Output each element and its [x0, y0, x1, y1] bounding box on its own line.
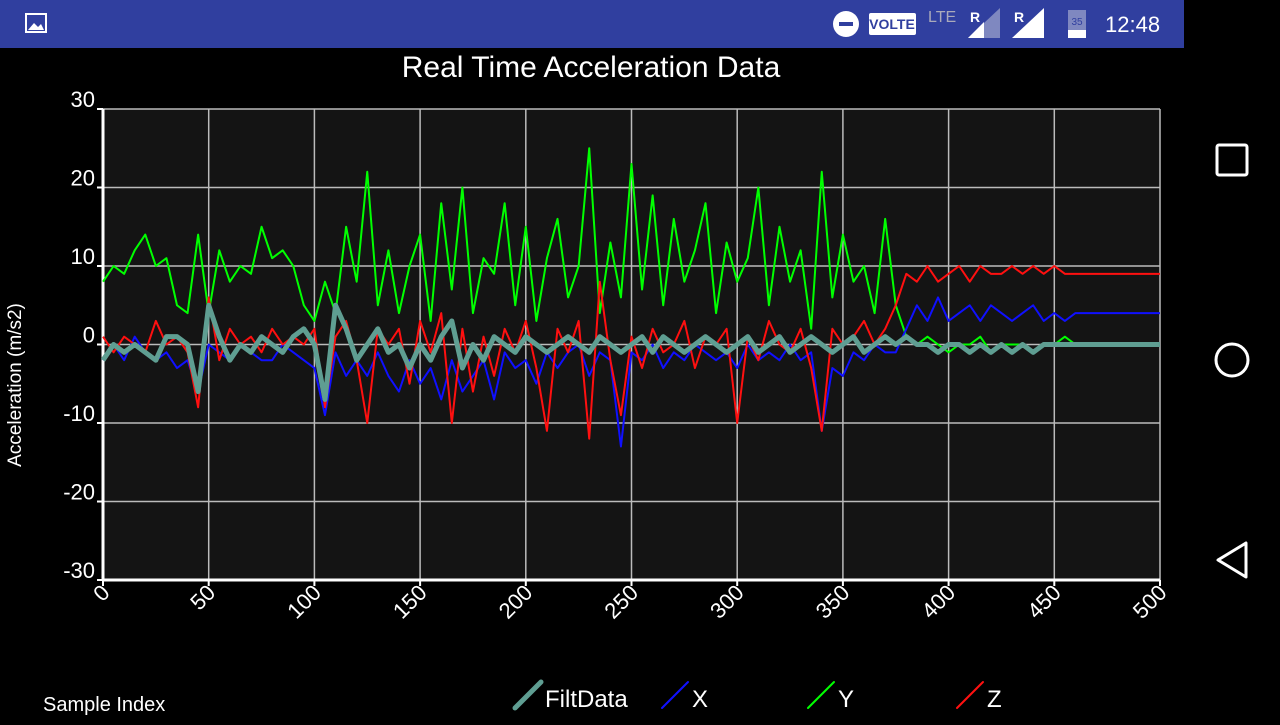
volte-box — [869, 13, 916, 35]
x-tick-label: 400 — [916, 580, 960, 624]
x-tick-label: 350 — [811, 580, 855, 624]
back-button[interactable] — [1216, 541, 1248, 579]
clock: 12:48 — [1105, 12, 1160, 37]
y-tick-label: -30 — [63, 558, 95, 583]
y-tick-label: 10 — [71, 244, 95, 269]
battery-fill — [1068, 30, 1086, 38]
dnd-bar — [839, 22, 853, 26]
y-tick-label: 20 — [71, 166, 95, 191]
x-tick-label: 100 — [282, 580, 326, 624]
volte: VOLTE — [869, 16, 915, 32]
series-line — [102, 265, 1160, 440]
series-line — [102, 147, 1160, 354]
signal-1-fill — [968, 22, 984, 38]
x-axis-label: Sample Index — [43, 694, 165, 716]
home-button[interactable] — [1214, 342, 1250, 378]
battery-level: 35 — [1071, 17, 1083, 28]
x-tick-label: 0 — [88, 580, 114, 606]
signal-2 — [1012, 8, 1044, 38]
chart-title: Real Time Acceleration Data — [402, 51, 781, 84]
x-tick-label: 50 — [185, 580, 220, 615]
y-tick-label: -20 — [63, 480, 95, 505]
x-tick-label: 250 — [599, 580, 643, 624]
x-tick-label: 500 — [1128, 580, 1172, 624]
y-tick-label: -10 — [63, 401, 95, 426]
x-tick-label: 300 — [705, 580, 749, 624]
legend-label: Z — [987, 686, 1002, 713]
legend-label: FiltData — [545, 686, 628, 713]
series-line — [100, 302, 1160, 402]
x-tick-label: 200 — [494, 580, 538, 624]
legend-swatch — [956, 681, 984, 709]
roaming: R — [1014, 9, 1024, 25]
recents-button[interactable] — [1215, 143, 1249, 177]
gallery-icon — [25, 13, 47, 33]
legend-label: X — [692, 686, 708, 713]
gallery-icon-shape — [28, 23, 44, 30]
status-bar — [0, 0, 1184, 48]
y-tick-label: 0 — [83, 323, 95, 348]
legend-swatch — [807, 681, 835, 709]
lte: LTE — [928, 9, 956, 26]
legend-label: Y — [838, 686, 854, 713]
legend-swatch — [512, 679, 544, 711]
y-axis-label: Acceleration (m/s2) — [5, 303, 26, 467]
x-tick-label: 150 — [388, 580, 432, 624]
y-tick-label: 30 — [71, 87, 95, 112]
x-tick-label: 450 — [1022, 580, 1066, 624]
legend-swatch — [661, 681, 689, 709]
roaming: R — [970, 9, 980, 25]
